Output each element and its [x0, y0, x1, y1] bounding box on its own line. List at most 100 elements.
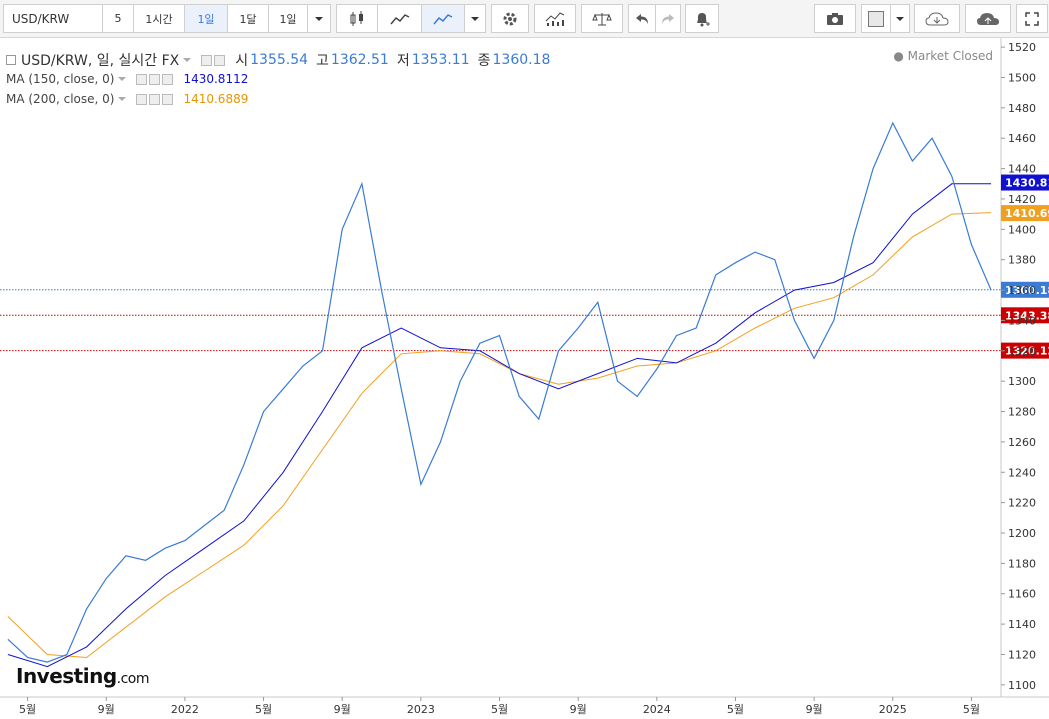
x-tick-label: 5월: [727, 703, 744, 716]
square-icon: [868, 10, 884, 27]
ma-value-label: 1410.69: [1005, 207, 1049, 220]
line-chart-icon: [433, 13, 453, 24]
y-tick-label: 1380: [1008, 254, 1036, 267]
fullscreen-icon: [1025, 11, 1039, 26]
color-dropdown-button[interactable]: [890, 4, 910, 33]
y-tick-label: 1100: [1008, 679, 1036, 692]
price-level-badge: [1001, 281, 1049, 298]
market-status-text: Market Closed: [907, 49, 993, 63]
close-icon[interactable]: [162, 93, 174, 105]
price-line[interactable]: [7, 121, 992, 663]
y-tick-label: 1440: [1008, 163, 1036, 176]
series: [7, 121, 992, 668]
settings-button[interactable]: [491, 4, 529, 33]
x-tick-label: 9월: [98, 703, 115, 716]
legend-title: USD/KRW, 일, 실시간 FX: [21, 53, 180, 69]
price-level-badge: [1001, 307, 1049, 324]
y-tick-label: 1200: [1008, 527, 1036, 540]
x-tick-label: 5월: [963, 703, 980, 716]
chevron-down-icon[interactable]: [118, 97, 127, 101]
alert-button[interactable]: [685, 4, 719, 33]
x-tick-label: 5월: [491, 703, 508, 716]
eye-icon[interactable]: [201, 54, 213, 66]
interval-1m-button[interactable]: 1달: [227, 4, 269, 33]
gear-icon[interactable]: [149, 93, 161, 105]
gear-icon[interactable]: [214, 54, 226, 66]
gear-icon: [503, 12, 517, 25]
ma150-line[interactable]: [7, 183, 992, 668]
y-tick-label: 1340: [1008, 314, 1036, 327]
open-value: 1355.54: [250, 52, 309, 68]
y-tick-label: 1120: [1008, 648, 1036, 661]
y-tick-label: 1240: [1008, 466, 1036, 479]
interval-1d-button[interactable]: 1일: [184, 4, 228, 33]
indicators-button[interactable]: [534, 4, 576, 33]
chevron-down-icon: [471, 16, 479, 21]
price-level-label: 1360.18: [1005, 284, 1049, 297]
price-level-badge: [1001, 342, 1049, 359]
ma150-label: MA (150, close, 0): [6, 72, 115, 86]
close-icon[interactable]: [162, 73, 174, 85]
undo-button[interactable]: [628, 4, 656, 33]
x-axis: 5월 9월 2022 5월 9월 2023 5월 9월 2024 5월 9월 2025 5월: [19, 697, 980, 716]
eye-icon[interactable]: [136, 73, 148, 85]
x-tick-label: 5월: [19, 703, 36, 716]
range-dropdown-button[interactable]: [307, 4, 331, 33]
eye-icon[interactable]: [136, 93, 148, 105]
area-button[interactable]: [377, 4, 422, 33]
y-tick-label: 1400: [1008, 223, 1036, 236]
fullscreen-button[interactable]: [1016, 4, 1048, 33]
logo-suffix: .com: [116, 671, 150, 687]
undo-icon: [636, 13, 648, 24]
interval-5-button[interactable]: 5: [102, 4, 134, 33]
ma200-value: 1410.6889: [183, 92, 249, 106]
camera-icon: [827, 12, 843, 25]
chart-type-dropdown-button[interactable]: [464, 4, 486, 33]
x-tick-label: 9월: [334, 703, 351, 716]
price-level-label: 1320.12: [1005, 345, 1049, 358]
y-tick-label: 1160: [1008, 588, 1036, 601]
screenshot-button[interactable]: [814, 4, 856, 33]
interval-1h-button[interactable]: 1시간: [133, 4, 185, 33]
area-chart-icon: [389, 13, 409, 24]
chevron-down-icon[interactable]: [183, 58, 192, 62]
x-tick-label: 5월: [255, 703, 272, 716]
gear-icon[interactable]: [149, 73, 161, 85]
y-tick-label: 1500: [1008, 71, 1036, 84]
redo-button[interactable]: [655, 4, 681, 33]
low-label: 저: [396, 53, 410, 69]
ma-value-badge: [1001, 205, 1049, 222]
y-tick-label: 1300: [1008, 375, 1036, 388]
high-value: 1362.51: [330, 52, 389, 68]
y-axis: 1100 1120 1140 1160 1180 1200 1220 1240 1260 1280…: [1001, 41, 1049, 692]
range-button[interactable]: 1일: [268, 4, 308, 33]
close-label: 종: [477, 53, 491, 69]
collapse-icon[interactable]: [6, 55, 16, 65]
compare-button[interactable]: [581, 4, 623, 33]
candles-button[interactable]: [336, 4, 378, 33]
redo-icon: [662, 13, 674, 24]
x-tick-label: 2025: [879, 703, 907, 716]
ma200-line[interactable]: [7, 212, 992, 659]
y-tick-label: 1320: [1008, 345, 1036, 358]
price-chart[interactable]: 1360.181343.381320.12 110011201140116011…: [0, 38, 1049, 719]
chevron-down-icon: [896, 16, 904, 21]
y-tick-label: 1140: [1008, 618, 1036, 631]
x-tick-label: 2022: [171, 703, 199, 716]
x-tick-label: 9월: [570, 703, 587, 716]
color-picker-button[interactable]: [861, 4, 891, 33]
cloud-upload-button[interactable]: [965, 4, 1011, 33]
low-value: 1353.11: [411, 52, 470, 68]
y-tick-label: 1420: [1008, 193, 1036, 206]
y-tick-label: 1280: [1008, 406, 1036, 419]
y-tick-label: 1180: [1008, 557, 1036, 570]
cloud-download-button[interactable]: [914, 4, 960, 33]
line-button[interactable]: [421, 4, 465, 33]
x-tick-label: 9월: [806, 703, 823, 716]
y-tick-label: 1520: [1008, 41, 1036, 54]
legend-ma150: MA (150, close, 0) 1430.8112: [6, 72, 248, 86]
y-tick-label: 1220: [1008, 497, 1036, 510]
symbol-input[interactable]: USD/KRW: [3, 4, 103, 33]
chevron-down-icon[interactable]: [118, 77, 127, 81]
bell-plus-icon: [697, 12, 710, 26]
